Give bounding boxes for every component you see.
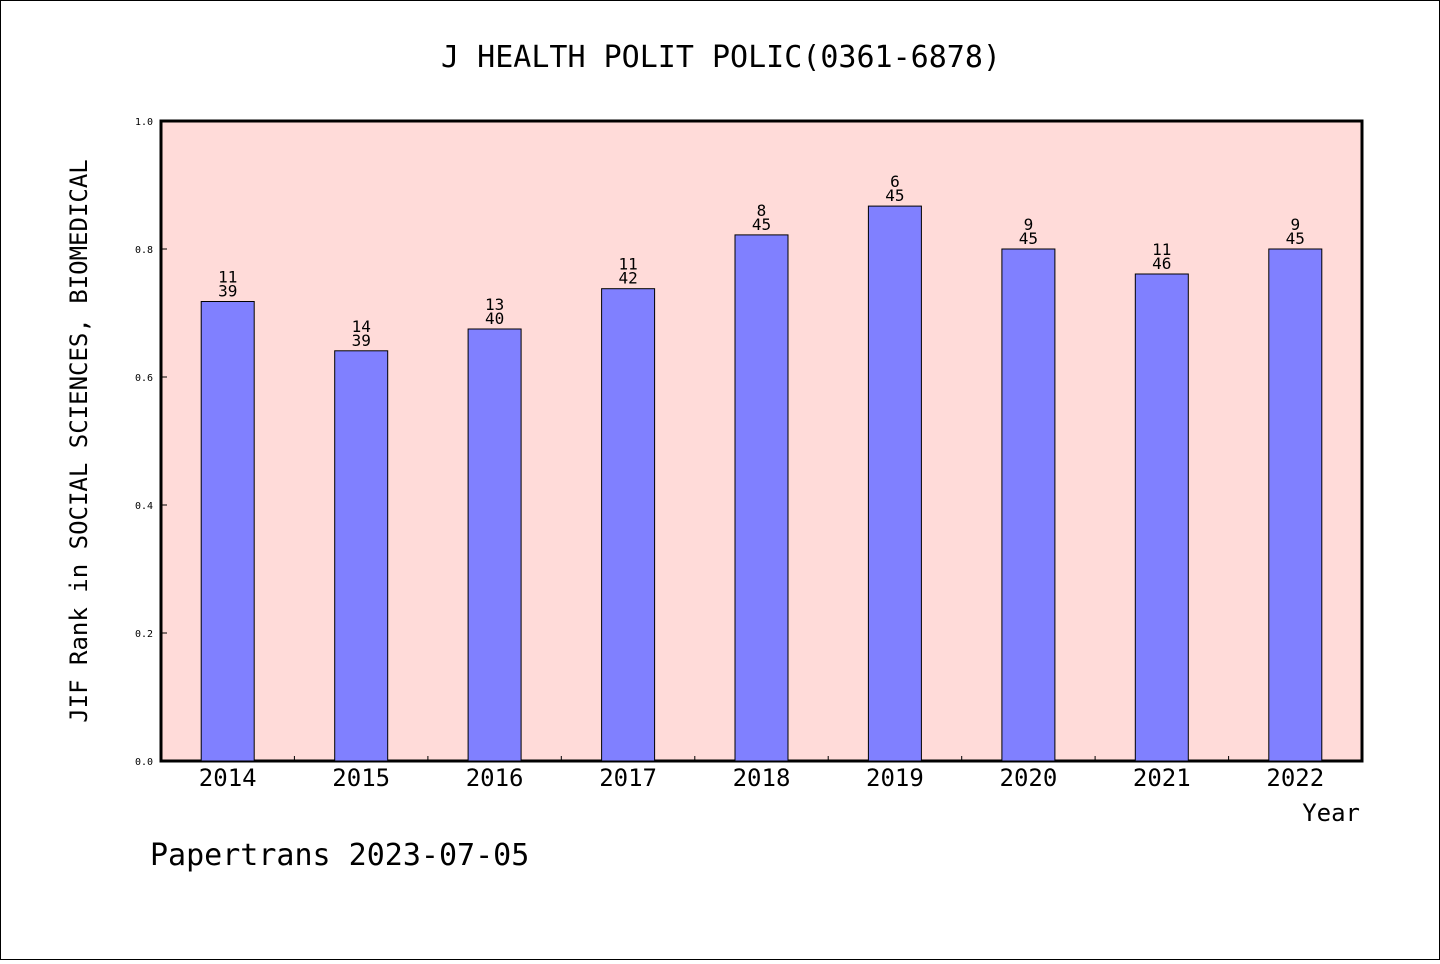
x-tick-label-2014: 2014 (199, 764, 257, 792)
bar-2014 (200, 301, 255, 762)
y-tick-label-0.4: 0.4 (135, 501, 153, 512)
x-tick-label-2019: 2019 (866, 764, 924, 792)
bar-label-rank-2015: 14 (352, 317, 371, 336)
bar-2020 (1001, 248, 1056, 762)
x-axis-label: Year (1302, 799, 1360, 827)
bar-label-total-2017: 42 (618, 269, 637, 288)
bar-label-total-2014: 39 (218, 282, 237, 301)
bar-label-rank-2019: 6 (890, 172, 900, 191)
bar-label-total-2019: 45 (885, 186, 904, 205)
bar-label-rank-2017: 11 (618, 255, 637, 274)
bar-2017 (601, 288, 656, 762)
bar-label-total-2015: 39 (352, 331, 371, 350)
footer-watermark: Papertrans 2023-07-05 (150, 838, 529, 873)
bar-label-rank-2014: 11 (218, 268, 237, 287)
y-axis-label: JIF Rank in SOCIAL SCIENCES, BIOMEDICAL (65, 159, 93, 723)
bar-2015 (334, 350, 389, 762)
bar-2019 (867, 205, 922, 762)
y-tick-label-0.2: 0.2 (135, 629, 153, 640)
bar-label-total-2022: 45 (1286, 229, 1305, 248)
bar-label-rank-2021: 11 (1152, 240, 1171, 259)
bar-2016 (467, 328, 522, 762)
bar-label-total-2021: 46 (1152, 254, 1171, 273)
x-tick-label-2022: 2022 (1266, 764, 1324, 792)
bar-label-total-2016: 40 (485, 309, 504, 328)
bar-label-rank-2020: 9 (1024, 215, 1034, 234)
bar-2021 (1134, 273, 1189, 762)
x-tick-label-2021: 2021 (1133, 764, 1191, 792)
bar-label-total-2020: 45 (1019, 229, 1038, 248)
bar-2018 (734, 234, 789, 762)
bar-label-rank-2016: 13 (485, 295, 504, 314)
chart-title: J HEALTH POLIT POLIC(0361-6878) (441, 40, 1001, 75)
x-tick-label-2017: 2017 (599, 764, 657, 792)
bar-label-rank-2022: 9 (1290, 215, 1300, 234)
x-tick-label-2020: 2020 (1000, 764, 1058, 792)
y-tick-label-0.6: 0.6 (135, 373, 153, 384)
x-tick-label-2018: 2018 (733, 764, 791, 792)
bar-label-total-2018: 45 (752, 215, 771, 234)
y-tick-label-1.0: 1.0 (135, 117, 153, 128)
x-tick-label-2016: 2016 (466, 764, 524, 792)
y-tick-label-0.8: 0.8 (135, 245, 153, 256)
ticks-layer: 2014 2015 2016 2017 2018 2019 2020 2021 2022 0.0 0… (135, 117, 1324, 792)
y-tick-label-0.0: 0.0 (135, 757, 153, 768)
x-tick-label-2015: 2015 (332, 764, 390, 792)
bar-2022 (1268, 248, 1323, 762)
bar-label-rank-2018: 8 (757, 201, 767, 220)
